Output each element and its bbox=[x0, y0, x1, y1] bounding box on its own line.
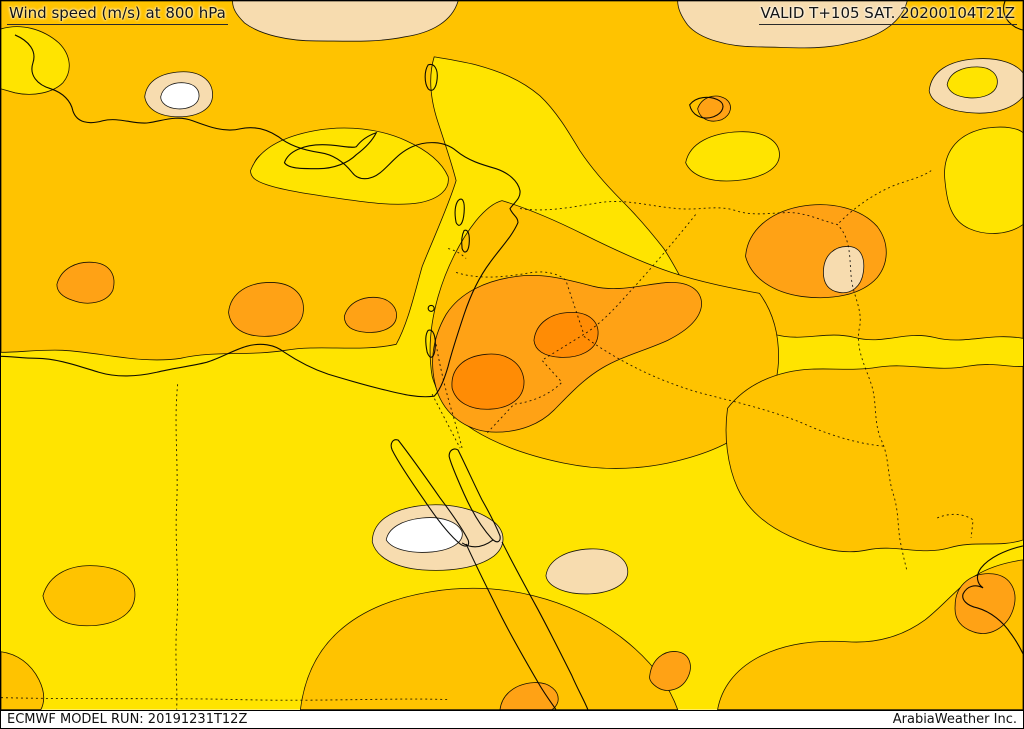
attribution-label: ArabiaWeather Inc. bbox=[892, 712, 1017, 728]
white-regions bbox=[160, 82, 463, 553]
country-border bbox=[431, 394, 461, 449]
footer-bar: ECMWF MODEL RUN: 20191231T12Z ArabiaWeat… bbox=[1, 709, 1023, 728]
orange-contour-region bbox=[954, 573, 1016, 634]
coastline bbox=[425, 329, 436, 358]
coastline bbox=[962, 545, 1023, 654]
coastlines bbox=[1, 1, 1023, 710]
country-border bbox=[485, 333, 585, 435]
white-contour-region bbox=[160, 82, 200, 110]
orange-contour-region bbox=[228, 282, 304, 337]
map-area: Wind speed (m/s) at 800 hPa VALID T+105 … bbox=[1, 1, 1023, 710]
yellow-contour-region bbox=[944, 126, 1023, 234]
country-border bbox=[455, 271, 585, 335]
dark-orange-contour-region bbox=[533, 311, 599, 358]
gold-contour-region bbox=[725, 364, 1023, 553]
cream-contour-region bbox=[232, 1, 459, 42]
orange-contour-region bbox=[56, 261, 115, 304]
orange-contour-region bbox=[649, 651, 691, 691]
yellow-contour-region bbox=[946, 66, 998, 99]
dark-orange-regions bbox=[451, 311, 599, 410]
country-border bbox=[448, 248, 467, 259]
orange-contour-region bbox=[343, 296, 397, 333]
wind-speed-map bbox=[1, 1, 1023, 710]
dark-orange-contour-region bbox=[451, 353, 525, 410]
cream-contour-region bbox=[545, 548, 629, 595]
yellow-contour-region bbox=[1, 26, 70, 95]
country-border bbox=[519, 201, 908, 572]
yellow-pocket-regions bbox=[1, 26, 1023, 234]
coastline bbox=[427, 304, 435, 312]
map-title: Wind speed (m/s) at 800 hPa bbox=[7, 3, 228, 25]
cream-contour-region bbox=[822, 246, 865, 294]
gold-contour-region bbox=[42, 565, 136, 627]
coastline bbox=[465, 543, 557, 710]
coastline bbox=[501, 541, 589, 710]
coastline bbox=[461, 539, 494, 548]
coastline bbox=[390, 439, 470, 547]
yellow-contour-region bbox=[250, 127, 449, 205]
country-border bbox=[583, 335, 884, 447]
country-border bbox=[583, 214, 696, 335]
yellow-contour-region bbox=[685, 131, 780, 182]
coastline bbox=[448, 448, 501, 543]
gold-contour-region bbox=[1, 651, 45, 710]
model-run-label: ECMWF MODEL RUN: 20191231T12Z bbox=[7, 712, 248, 728]
cream-regions bbox=[144, 1, 1023, 595]
coastline bbox=[689, 96, 724, 119]
coastline bbox=[461, 229, 470, 253]
country-borders bbox=[1, 170, 974, 710]
coastline bbox=[1, 34, 521, 398]
country-border bbox=[435, 344, 463, 449]
country-border bbox=[175, 384, 179, 710]
coastline bbox=[283, 131, 378, 170]
gold-contour-region bbox=[717, 559, 1023, 710]
gold-contour-region bbox=[300, 587, 679, 710]
valid-time-label: VALID T+105 SAT. 20200104T21Z bbox=[758, 3, 1017, 25]
coastline bbox=[424, 63, 438, 91]
coastline bbox=[454, 198, 465, 226]
coastline bbox=[1002, 1, 1023, 31]
